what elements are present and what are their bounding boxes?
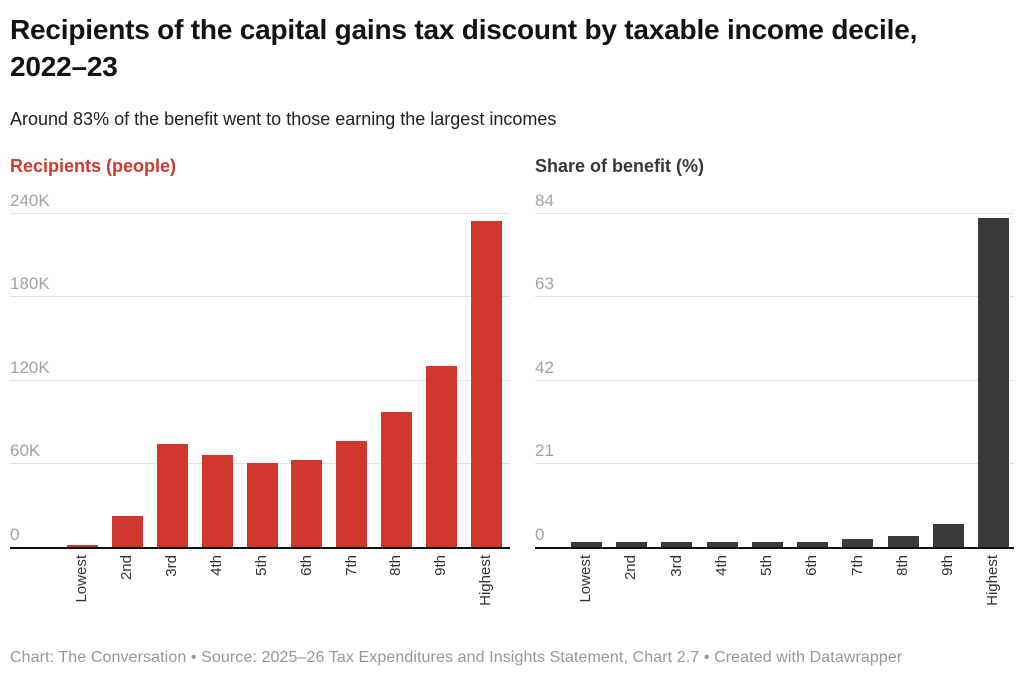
- x-axis-label-cell: 4th: [202, 555, 233, 635]
- y-tick-label: 84: [535, 190, 554, 210]
- gridline: [10, 296, 510, 298]
- gridline: [535, 296, 1014, 298]
- x-axis-label-cell: 8th: [888, 555, 919, 635]
- bar-7th: [842, 539, 874, 547]
- bar-3rd: [156, 443, 188, 547]
- bar-3rd: [661, 541, 693, 547]
- gridline: [10, 379, 510, 381]
- x-axis-label: 5th: [758, 554, 776, 576]
- x-axis-label: 6th: [297, 554, 315, 576]
- x-axis-label: 2nd: [118, 554, 136, 580]
- y-tick-label: 0: [10, 524, 20, 544]
- bar-2nd: [111, 515, 143, 547]
- x-axis-label-cell: 4th: [707, 555, 738, 635]
- gridline: [10, 212, 510, 214]
- bar-7th: [336, 440, 368, 547]
- x-axis-label: 5th: [252, 554, 270, 576]
- right-chart-share-of-benefit: Share of benefit (%) 84 63 42 21 0 Lowest 2nd…: [535, 156, 1014, 635]
- bar-lowest: [67, 544, 98, 547]
- x-axis-label-cell: 5th: [752, 555, 783, 635]
- x-axis-label-cell: Highest: [978, 555, 1009, 635]
- bar-9th: [426, 365, 457, 547]
- gridline: [535, 463, 1014, 465]
- chart-subtitle: Around 83% of the benefit went to those …: [10, 108, 557, 129]
- x-axis-label-cell: Highest: [471, 555, 502, 635]
- x-axis-label-cell: 9th: [426, 555, 457, 635]
- x-axis-label: 3rd: [667, 554, 685, 577]
- bar-2nd: [616, 541, 648, 547]
- y-tick-label: 63: [535, 274, 554, 294]
- right-chart-x-axis: Lowest 2nd 3rd 4th 5th 6th 7th 8th 9th Highest: [571, 555, 1009, 635]
- x-axis-label: 6th: [803, 554, 821, 576]
- bar-5th: [246, 463, 278, 547]
- y-tick-label: 120K: [10, 357, 50, 377]
- x-axis-label: 4th: [207, 554, 225, 576]
- bar-lowest: [571, 542, 602, 547]
- bar-highest: [977, 218, 1009, 547]
- x-axis-label-cell: 7th: [336, 555, 367, 635]
- x-axis-label: 8th: [893, 554, 911, 576]
- bar-6th: [797, 542, 829, 547]
- x-axis-label: Lowest: [73, 554, 91, 603]
- x-axis-label: Highest: [984, 554, 1002, 606]
- x-axis-label-cell: 6th: [797, 555, 828, 635]
- bar-4th: [201, 454, 233, 547]
- x-axis-label: 9th: [939, 554, 956, 576]
- bar-9th: [932, 523, 964, 547]
- x-axis-label-cell: 2nd: [112, 555, 143, 635]
- bar-6th: [291, 460, 323, 547]
- x-axis-label: 2nd: [622, 554, 640, 580]
- y-tick-label: 21: [535, 441, 554, 461]
- y-tick-label: 0: [535, 524, 545, 544]
- right-chart-plot: 84 63 42 21 0: [535, 192, 1014, 549]
- x-axis-label-cell: 8th: [381, 555, 412, 635]
- x-axis-label: Highest: [477, 554, 495, 606]
- y-tick-label: 42: [535, 357, 554, 377]
- x-axis-label: 7th: [848, 554, 866, 576]
- y-tick-label: 240K: [10, 190, 50, 210]
- x-axis-label-cell: Lowest: [571, 555, 602, 635]
- bar-8th: [887, 535, 919, 547]
- x-axis-label-cell: 3rd: [661, 555, 692, 635]
- x-axis-label-cell: Lowest: [67, 555, 98, 635]
- right-chart-title: Share of benefit (%): [535, 155, 705, 176]
- x-axis-label: 4th: [712, 554, 730, 576]
- x-axis-label-cell: 3rd: [157, 555, 188, 635]
- x-axis-label: 3rd: [163, 554, 180, 577]
- left-chart-x-axis: Lowest 2nd 3rd 4th 5th 6th 7th 8th 9th Highest: [67, 555, 502, 635]
- left-chart-title: Recipients (people): [10, 155, 177, 176]
- bars-group: [67, 213, 502, 547]
- bar-4th: [706, 541, 738, 547]
- bar-highest: [470, 220, 502, 547]
- left-chart-plot: 240K 180K 120K 60K 0: [10, 192, 510, 549]
- gridline: [535, 379, 1014, 381]
- x-axis-label-cell: 9th: [933, 555, 964, 635]
- bars-group: [571, 213, 1009, 547]
- left-chart-recipients: Recipients (people) 240K 180K 120K 60K 0 Low…: [10, 156, 510, 635]
- x-axis-label-cell: 2nd: [616, 555, 647, 635]
- x-axis-label: 9th: [432, 554, 450, 576]
- x-axis-label: Lowest: [577, 554, 595, 603]
- x-axis-label: 8th: [387, 554, 405, 576]
- y-tick-label: 60K: [10, 441, 41, 461]
- x-axis-label: 7th: [342, 554, 360, 576]
- attribution-line: Chart: The Conversation • Source: 2025–2…: [10, 648, 903, 666]
- x-axis-label-cell: 5th: [247, 555, 278, 635]
- x-axis-label-cell: 6th: [291, 555, 322, 635]
- page-title: Recipients of the capital gains tax disc…: [10, 14, 918, 82]
- y-tick-label: 180K: [10, 274, 50, 294]
- x-axis-label-cell: 7th: [842, 555, 873, 635]
- charts-row: Recipients (people) 240K 180K 120K 60K 0 Low…: [10, 156, 1014, 635]
- bar-8th: [381, 411, 413, 547]
- bar-5th: [751, 541, 783, 547]
- gridline: [535, 212, 1014, 214]
